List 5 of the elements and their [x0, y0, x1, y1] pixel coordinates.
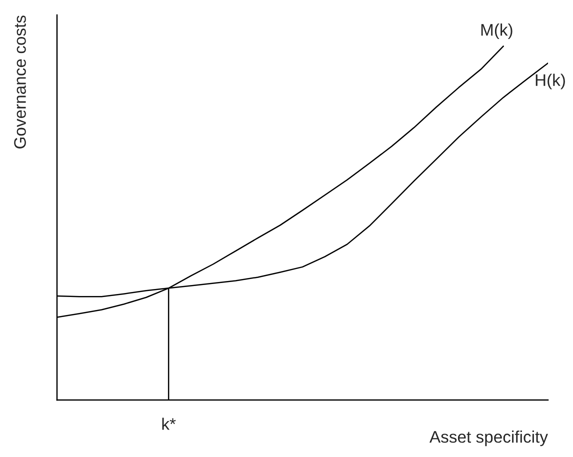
- text: k*: [162, 418, 176, 430]
- y-axis-title: Governance costs: [14, 16, 26, 148]
- x-axis-title: Asset specificity: [429, 430, 548, 446]
- series-label: M(k): [481, 24, 512, 40]
- series-label: H(k): [536, 74, 565, 90]
